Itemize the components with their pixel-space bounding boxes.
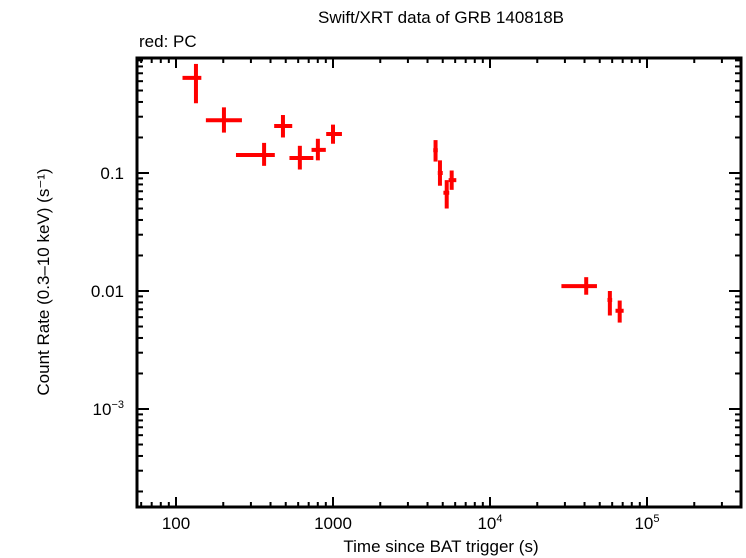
- data-point: [433, 140, 438, 162]
- data-point: [235, 142, 275, 166]
- x-tick-label: 104: [477, 513, 502, 533]
- x-tick-label: 100: [162, 514, 190, 533]
- y-tick-label: 0.01: [91, 282, 124, 301]
- data-point: [607, 291, 613, 316]
- y-axis-ticks: [137, 59, 741, 493]
- chart-title: Swift/XRT data of GRB 140818B: [0, 8, 746, 28]
- x-tick-label: 1000: [314, 514, 352, 533]
- data-point: [289, 145, 314, 170]
- x-axis-ticks: [140, 58, 723, 507]
- data-point: [437, 160, 443, 186]
- data-point: [311, 138, 326, 161]
- data-point: [274, 115, 293, 138]
- data-point: [615, 300, 624, 323]
- chart-title-text: Swift/XRT data of GRB 140818B: [317, 8, 564, 27]
- x-axis-label-text: Time since BAT trigger (s): [343, 537, 539, 556]
- data-point: [448, 170, 457, 190]
- x-axis-label: Time since BAT trigger (s): [0, 537, 746, 557]
- data-point: [182, 63, 202, 104]
- data-point: [326, 124, 342, 144]
- series-pc: [182, 63, 624, 323]
- plot-frame: [135, 56, 743, 509]
- data-point: [205, 107, 242, 133]
- data-point: [443, 180, 450, 209]
- legend-label: red: PC: [139, 32, 197, 51]
- y-tick-label: 10−3: [93, 399, 124, 419]
- data-point: [561, 277, 597, 295]
- x-tick-label: 105: [634, 513, 659, 533]
- y-tick-label: 0.1: [100, 164, 124, 183]
